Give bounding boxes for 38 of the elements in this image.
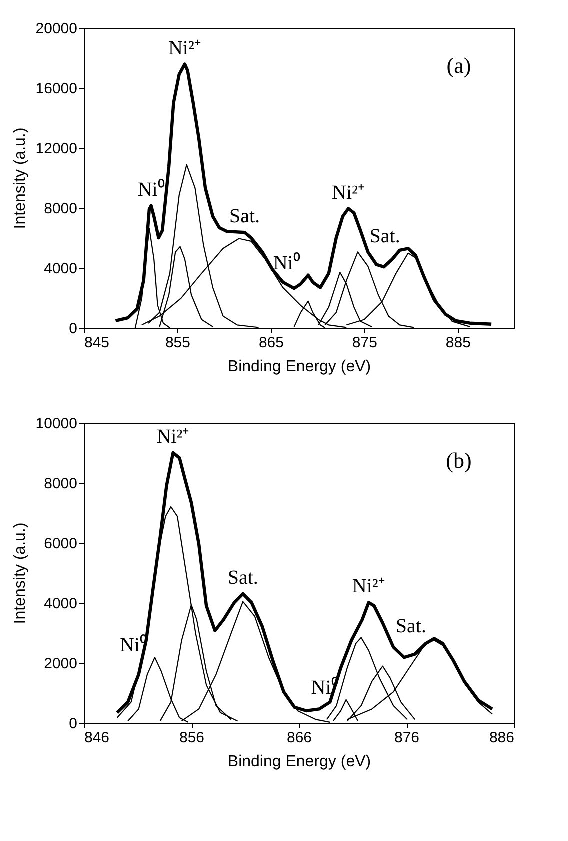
x-axis-title: Binding Energy (eV) <box>228 358 372 376</box>
x-tick-label: 856 <box>179 730 205 746</box>
x-tick-label: 855 <box>165 334 190 352</box>
x-tick-label: 876 <box>394 730 420 746</box>
y-tick-label: 8000 <box>44 476 78 492</box>
x-tick-label: 885 <box>446 334 471 352</box>
annotation: Ni²⁺ <box>168 37 202 60</box>
y-tick-label: 4000 <box>44 596 78 612</box>
y-axis-title: Intensity (a.u.) <box>12 522 29 624</box>
annotation: Ni⁰ <box>138 178 165 201</box>
y-tick-label: 6000 <box>44 536 78 552</box>
annotation: Ni⁰ <box>273 251 300 274</box>
x-tick-label: 886 <box>489 730 514 746</box>
x-tick-label: 846 <box>84 730 110 746</box>
annotation: Sat. <box>228 567 258 589</box>
y-tick-label: 12000 <box>36 140 78 158</box>
annotation: Sat. <box>396 616 426 638</box>
y-tick-label: 20000 <box>36 20 78 38</box>
annotation: (a) <box>446 53 472 78</box>
x-tick-label: 845 <box>84 334 110 352</box>
y-tick-label: 4000 <box>44 260 78 278</box>
annotation: Sat. <box>370 226 400 248</box>
annotation: Ni²⁺ <box>352 576 386 598</box>
annotation: (b) <box>446 448 472 473</box>
y-tick-label: 8000 <box>44 200 78 218</box>
x-axis-title: Binding Energy (eV) <box>228 754 372 770</box>
y-axis-title: Intensity (a.u.) <box>12 128 29 230</box>
x-tick-label: 865 <box>258 334 284 352</box>
y-tick-label: 0 <box>69 320 78 338</box>
annotation: Ni²⁺ <box>156 426 190 448</box>
y-tick-label: 10000 <box>36 416 78 432</box>
y-tick-label: 2000 <box>44 656 78 672</box>
annotation: Ni²⁺ <box>332 182 366 204</box>
y-tick-label: 0 <box>69 716 78 732</box>
y-tick-label: 16000 <box>36 80 78 98</box>
annotation: Sat. <box>230 206 260 228</box>
x-tick-label: 875 <box>352 334 378 352</box>
x-tick-label: 866 <box>286 730 312 746</box>
